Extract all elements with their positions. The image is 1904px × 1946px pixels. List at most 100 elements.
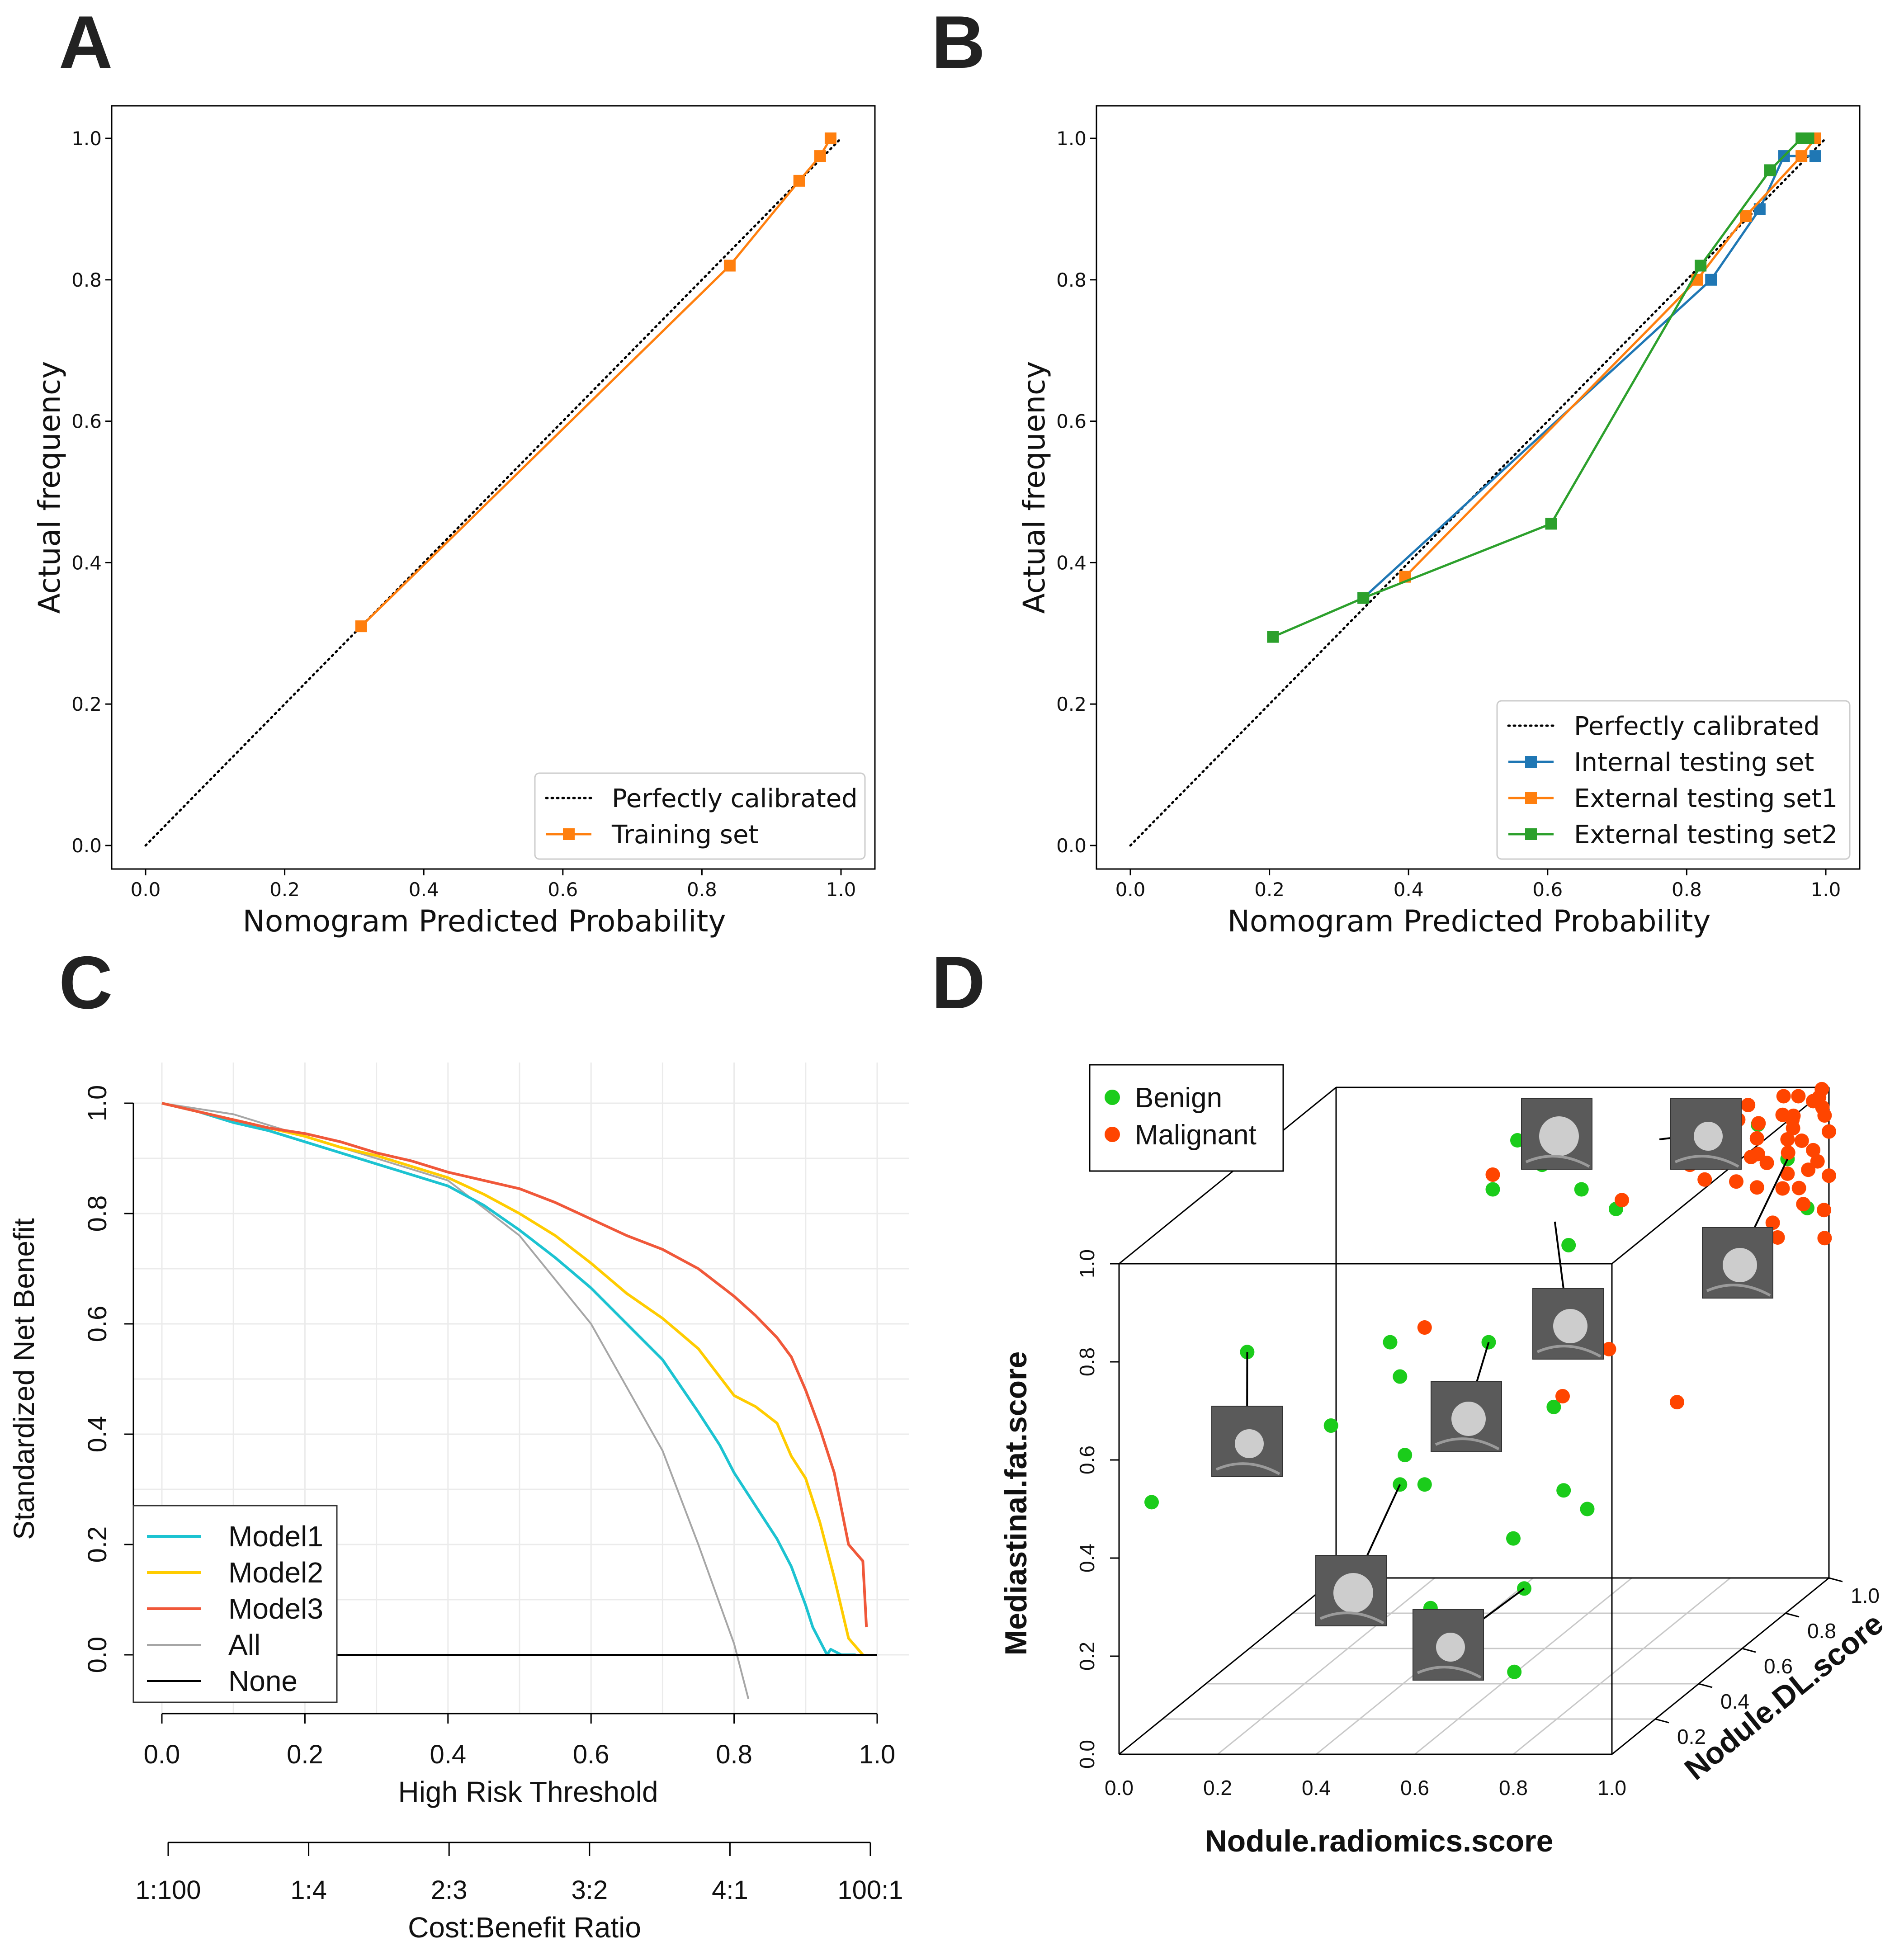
x-tick-label: 0.0 [144, 1740, 180, 1769]
data-point-internal-testing-set [1705, 274, 1717, 286]
y-tick-label: 0.0 [1056, 835, 1087, 857]
panel-letter-b: B [931, 0, 985, 84]
z-tick-label: 0.8 [1807, 1619, 1836, 1643]
x-tick-label: 0.8 [1499, 1776, 1528, 1800]
x-tick-label: 0.2 [1254, 879, 1285, 901]
y-tick-label: 0.8 [83, 1195, 112, 1232]
data-point-external-testing-set2 [1802, 132, 1814, 144]
scatter-point-malignant [1791, 1089, 1806, 1104]
x-tick-label: 0.4 [409, 879, 439, 901]
panel-c-decision-curve: 0.0 0.2 0.4 0.6 0.8 1.0 Standardized Net Benef… [8, 1063, 909, 1944]
series-line-model1 [161, 1102, 856, 1656]
scatter-point-benign [1393, 1369, 1408, 1384]
panel-letter-d: D [931, 941, 985, 1024]
scatter-point-benign [1417, 1477, 1432, 1492]
scatter-point-malignant [1822, 1168, 1836, 1183]
legend-marker-benign [1105, 1090, 1120, 1105]
legend-label-model3: Model3 [228, 1592, 323, 1625]
z-axis-label: Nodule.DL.score [1678, 1606, 1890, 1787]
nodule-texture [1417, 1666, 1482, 1679]
x-tick-label: 0.6 [548, 879, 578, 901]
legend-label-model2: Model2 [228, 1556, 323, 1589]
x-tick-label: 1.0 [1811, 879, 1841, 901]
y-tick-label: 0.2 [1075, 1642, 1099, 1671]
y-tick-label: 0.8 [1056, 269, 1087, 291]
floor-grid-line [1513, 1577, 1731, 1755]
y-axis-label: Standardized Net Benefit [8, 1218, 40, 1540]
scatter-point-benign [1574, 1182, 1589, 1197]
scatter-point-malignant [1781, 1145, 1795, 1160]
x-tick-label: 0.8 [687, 879, 717, 901]
scatter-point-benign [1323, 1418, 1338, 1433]
y-tick-label: 0.8 [1075, 1347, 1099, 1376]
y-tick-label: 0.0 [71, 835, 102, 857]
plot-frame [1096, 105, 1861, 870]
y-tick-label: 0.6 [71, 411, 102, 433]
y-tick-label: 0.8 [71, 269, 102, 291]
y-axis-label: Mediastinal.fat.score [999, 1351, 1033, 1656]
z-tick-label: 0.6 [1764, 1654, 1793, 1678]
x-tick-label: 0.2 [287, 1740, 323, 1769]
y-tick-label: 0.4 [1056, 552, 1087, 574]
legend-marker-malignant [1105, 1127, 1120, 1142]
data-point-training-set [723, 260, 736, 272]
scatter-point-malignant [1775, 1181, 1790, 1196]
nodule-blob [1235, 1429, 1264, 1458]
cost-benefit-tick-label: 3:2 [571, 1875, 608, 1905]
legend-marker-training-set [563, 828, 575, 840]
series-line-model3 [161, 1102, 868, 1628]
scatter-point-malignant [1796, 1197, 1811, 1212]
y-axis-label: Actual frequency [32, 361, 67, 614]
scatter-point-malignant [1776, 1089, 1791, 1104]
scatter-point-benign [1546, 1399, 1561, 1414]
y-tick-label: 0.2 [71, 693, 102, 715]
plot-frame [111, 105, 876, 870]
series-line-internal-testing-set [1362, 155, 1815, 599]
nodule-blob [1451, 1402, 1486, 1436]
series-line-external-testing-set2 [1272, 137, 1809, 638]
z-tick-label: 0.4 [1720, 1690, 1749, 1713]
data-point-external-testing-set2 [1764, 164, 1776, 176]
legend-marker-external-testing-set1 [1525, 792, 1537, 804]
scatter-point-malignant [1417, 1320, 1432, 1335]
data-point-training-set [814, 150, 826, 162]
scatter-point-malignant [1822, 1124, 1836, 1139]
x-tick-label: 0.2 [269, 879, 300, 901]
scatter-point-benign [1556, 1483, 1571, 1498]
z-tick-mark [1655, 1718, 1669, 1724]
z-tick-label: 0.2 [1677, 1725, 1706, 1748]
scatter-point-malignant [1780, 1132, 1795, 1147]
floor-grid-line [1217, 1577, 1435, 1755]
scatter-point-malignant [1670, 1395, 1684, 1410]
scatter-point-benign [1144, 1495, 1159, 1510]
scatter-point-malignant [1749, 1131, 1764, 1146]
x-tick-label: 0.8 [716, 1740, 752, 1769]
legend-box [1089, 1064, 1284, 1172]
legend-label-external-testing-set1: External testing set1 [1574, 784, 1838, 813]
legend-label-external-testing-set2: External testing set2 [1574, 820, 1838, 850]
scatter-point-malignant [1814, 1082, 1829, 1096]
cost-benefit-tick-label: 2:3 [431, 1875, 468, 1905]
cost-benefit-axis-label: Cost:Benefit Ratio [408, 1911, 641, 1944]
scatter-point-malignant [1555, 1389, 1570, 1403]
legend-label-internal-testing-set: Internal testing set [1574, 748, 1814, 777]
nodule-texture [1215, 1462, 1280, 1475]
scatter-point-malignant [1801, 1162, 1816, 1177]
cost-benefit-tick-label: 1:100 [135, 1875, 201, 1905]
data-point-external-testing-set2 [1357, 592, 1370, 604]
y-tick-label: 0.4 [1075, 1544, 1099, 1573]
nodule-blob [1694, 1122, 1723, 1151]
scatter-point-malignant [1786, 1121, 1800, 1136]
data-point-external-testing-set1 [1740, 210, 1752, 222]
y-tick-label: 0.6 [83, 1306, 112, 1342]
legend-marker-external-testing-set2 [1525, 828, 1537, 840]
data-point-internal-testing-set [1809, 150, 1821, 162]
scatter-point-malignant [1749, 1180, 1764, 1195]
scatter-point-malignant [1794, 1134, 1809, 1148]
y-tick-label: 0.0 [83, 1637, 112, 1673]
x-tick-label: 0.0 [131, 879, 161, 901]
x-tick-label: 0.0 [1105, 1776, 1134, 1800]
y-tick-label: 1.0 [1056, 128, 1087, 150]
x-tick-label: 0.0 [1115, 879, 1146, 901]
